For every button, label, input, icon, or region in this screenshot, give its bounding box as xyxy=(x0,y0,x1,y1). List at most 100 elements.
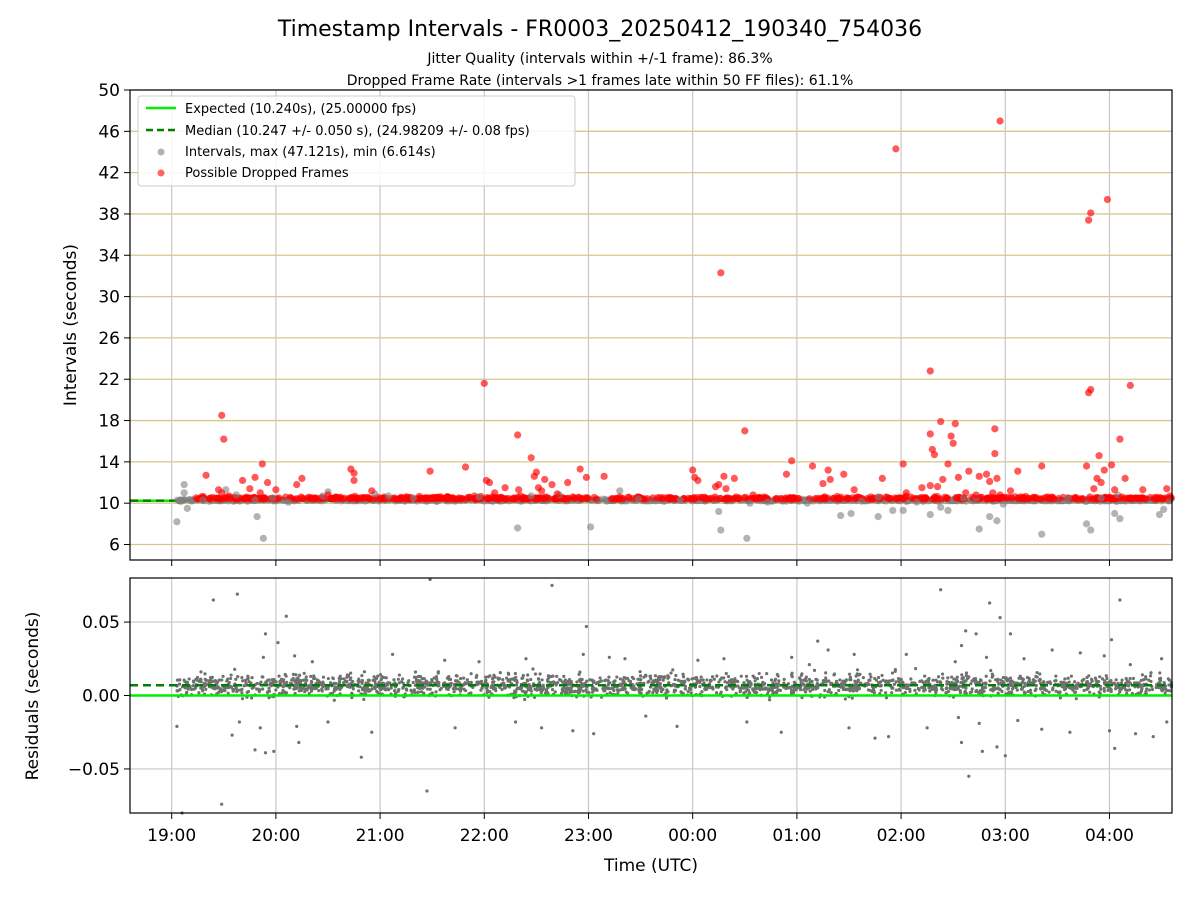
legend-intervals-label: Intervals, max (47.121s), min (6.614s) xyxy=(185,145,436,160)
residual-point xyxy=(723,680,726,683)
dropped-frame-point xyxy=(1055,495,1062,502)
residual-point xyxy=(765,672,768,675)
residual-point xyxy=(1099,688,1102,691)
residual-point xyxy=(236,593,239,596)
interval-point xyxy=(927,511,934,518)
residual-point xyxy=(957,716,960,719)
residual-point xyxy=(311,660,314,663)
dropped-frame-point xyxy=(625,494,632,501)
dropped-frame-point xyxy=(1087,386,1094,393)
residual-point xyxy=(811,688,814,691)
residual-point xyxy=(851,697,854,700)
legend: Expected (10.240s), (25.00000 fps) Media… xyxy=(138,96,575,186)
dropped-frame-point xyxy=(1116,436,1123,443)
residual-point xyxy=(318,681,321,684)
dropped-frame-point xyxy=(1163,485,1170,492)
residual-point xyxy=(639,674,642,677)
residual-point xyxy=(261,687,264,690)
residual-point xyxy=(802,679,805,682)
intervals-y-tick-label: 22 xyxy=(98,370,120,390)
residual-point xyxy=(1004,754,1007,757)
dropped-frame-point xyxy=(701,495,708,502)
residual-point xyxy=(847,726,850,729)
intervals-y-axis-label: Intervals (seconds) xyxy=(61,244,81,406)
dropped-frame-point xyxy=(952,420,959,427)
dropped-frame-point xyxy=(1083,462,1090,469)
residual-point xyxy=(240,688,243,691)
dropped-frame-point xyxy=(583,474,590,481)
residual-point xyxy=(297,741,300,744)
residual-point xyxy=(459,677,462,680)
residual-point xyxy=(1098,691,1101,694)
dropped-frame-point xyxy=(720,473,727,480)
dropped-frame-point xyxy=(711,493,718,500)
residual-point xyxy=(967,775,970,778)
residual-point xyxy=(267,687,270,690)
residuals-y-axis-label: Residuals (seconds) xyxy=(23,612,43,781)
dropped-frame-point xyxy=(830,495,837,502)
residual-point xyxy=(660,690,663,693)
interval-point xyxy=(199,496,206,503)
residual-point xyxy=(1054,675,1057,678)
residual-point xyxy=(298,674,301,677)
residual-point xyxy=(887,735,890,738)
residual-point xyxy=(305,675,308,678)
dropped-frame-point xyxy=(245,494,252,501)
residual-point xyxy=(867,679,870,682)
interval-point xyxy=(1098,494,1105,501)
residual-point xyxy=(920,679,923,682)
dropped-frame-point xyxy=(900,460,907,467)
residual-point xyxy=(312,677,315,680)
dropped-frame-point xyxy=(717,269,724,276)
residual-point xyxy=(178,683,181,686)
residual-point xyxy=(1030,681,1033,684)
dropped-frame-point xyxy=(1136,495,1143,502)
residual-point xyxy=(936,680,939,683)
residual-point xyxy=(674,674,677,677)
dropped-frame-point xyxy=(656,494,663,501)
residual-point xyxy=(1082,678,1085,681)
residual-point xyxy=(759,686,762,689)
residual-point xyxy=(1026,676,1029,679)
residual-point xyxy=(282,685,285,688)
dropped-frame-point xyxy=(778,495,785,502)
residual-point xyxy=(647,691,650,694)
residual-point xyxy=(1098,675,1101,678)
dropped-frame-point xyxy=(424,495,431,502)
residual-point xyxy=(960,673,963,676)
residual-point xyxy=(592,732,595,735)
residual-point xyxy=(585,688,588,691)
interval-point xyxy=(847,510,854,517)
dropped-frame-point xyxy=(218,412,225,419)
residual-point xyxy=(1022,657,1025,660)
residual-point xyxy=(588,678,591,681)
residual-point xyxy=(333,699,336,702)
residual-point xyxy=(945,687,948,690)
residual-point xyxy=(1048,681,1051,684)
dropped-frame-point xyxy=(350,470,357,477)
residual-point xyxy=(253,748,256,751)
residual-point xyxy=(414,670,417,673)
interval-point xyxy=(837,512,844,519)
residual-point xyxy=(1125,677,1128,680)
intervals-y-tick-label: 46 xyxy=(98,122,120,142)
residual-point xyxy=(264,632,267,635)
residual-point xyxy=(853,683,856,686)
interval-point xyxy=(875,513,882,520)
residual-point xyxy=(488,690,491,693)
residual-point xyxy=(462,676,465,679)
residual-point xyxy=(934,688,937,691)
dropped-frame-point xyxy=(879,475,886,482)
residual-point xyxy=(835,680,838,683)
residual-point xyxy=(1024,682,1027,685)
x-tick-label: 01:00 xyxy=(772,826,821,846)
residual-point xyxy=(783,678,786,681)
residual-point xyxy=(342,677,345,680)
residual-point xyxy=(201,689,204,692)
residual-point xyxy=(1007,687,1010,690)
residual-point xyxy=(285,615,288,618)
interval-point xyxy=(746,500,753,507)
residual-point xyxy=(997,682,1000,685)
residual-point xyxy=(175,689,178,692)
